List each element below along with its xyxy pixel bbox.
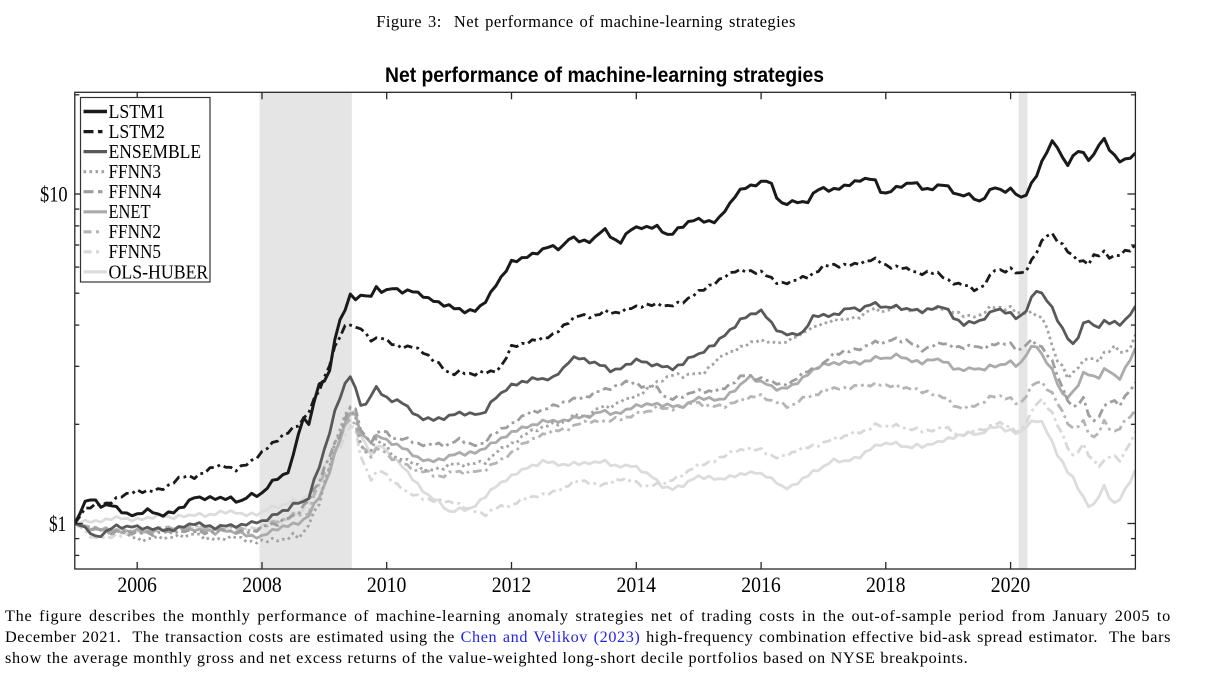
- svg-text:2014: 2014: [617, 572, 657, 597]
- svg-text:Net performance of machine-lea: Net performance of machine-learning stra…: [385, 63, 824, 87]
- svg-text:FFNN4: FFNN4: [109, 182, 162, 203]
- svg-text:ENSEMBLE: ENSEMBLE: [109, 142, 202, 163]
- svg-text:FFNN5: FFNN5: [109, 242, 162, 263]
- svg-text:2016: 2016: [741, 572, 781, 597]
- svg-text:2012: 2012: [492, 572, 532, 597]
- svg-text:ENET: ENET: [109, 202, 151, 223]
- svg-text:2008: 2008: [242, 572, 282, 597]
- svg-text:2010: 2010: [367, 572, 407, 597]
- svg-text:$10: $10: [40, 181, 68, 206]
- svg-text:2018: 2018: [866, 572, 906, 597]
- svg-text:2006: 2006: [117, 572, 156, 597]
- svg-text:FFNN3: FFNN3: [109, 162, 162, 183]
- svg-text:OLS-HUBER: OLS-HUBER: [109, 262, 209, 283]
- svg-text:FFNN2: FFNN2: [109, 222, 162, 243]
- svg-text:$1: $1: [49, 511, 66, 536]
- svg-text:2020: 2020: [991, 572, 1031, 597]
- svg-text:LSTM1: LSTM1: [109, 102, 165, 123]
- svg-text:LSTM2: LSTM2: [109, 122, 165, 143]
